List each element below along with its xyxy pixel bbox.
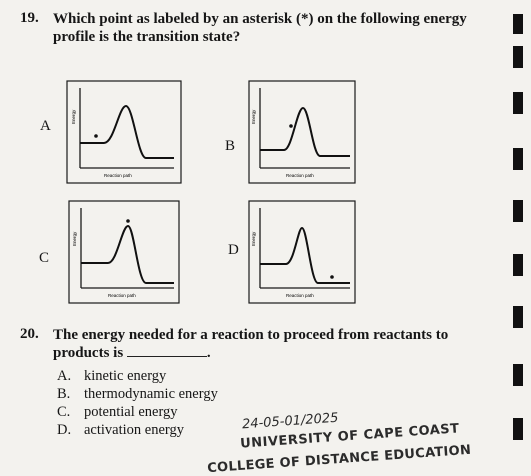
panel-a-letter: A xyxy=(40,118,51,134)
option-a-letter: A. xyxy=(57,368,72,384)
y-axis-label-d: Energy xyxy=(251,231,256,246)
x-axis-label-b: Reaction path xyxy=(286,173,314,178)
answer-blank xyxy=(126,344,207,357)
edge-mark xyxy=(513,254,523,276)
q20-text-line1: The energy needed for a reaction to proc… xyxy=(53,327,449,343)
energy-profile-d: Energy Reaction path xyxy=(246,198,358,306)
x-axis-label-c: Reaction path xyxy=(108,293,136,298)
option-c-text: potential energy xyxy=(84,404,178,420)
option-b-letter: B. xyxy=(57,386,71,402)
option-d-text: activation energy xyxy=(84,422,184,438)
energy-profile-b: Energy Reaction path xyxy=(246,78,358,186)
edge-mark xyxy=(513,148,523,170)
q19-number: 19. xyxy=(20,10,39,26)
energy-profile-c: Energy Reaction path xyxy=(66,198,182,306)
energy-profile-a: Energy Reaction path xyxy=(64,78,184,186)
panel-c-letter: C xyxy=(39,250,50,266)
edge-mark xyxy=(513,14,523,34)
x-axis-label-d: Reaction path xyxy=(286,293,314,298)
option-d-letter: D. xyxy=(57,422,72,438)
option-c-letter: C. xyxy=(57,404,71,420)
asterisk-point-b xyxy=(289,124,293,128)
asterisk-point-a xyxy=(94,134,98,138)
panel-d-letter: D xyxy=(228,242,239,258)
asterisk-point-d xyxy=(330,275,334,279)
edge-mark xyxy=(513,92,523,114)
option-b-text: thermodynamic energy xyxy=(84,386,218,402)
edge-mark xyxy=(513,46,523,68)
panel-b-letter: B xyxy=(225,138,236,154)
edge-mark xyxy=(513,364,523,386)
y-axis-label-c: Energy xyxy=(72,231,77,246)
edge-mark xyxy=(513,306,523,328)
q20-text-line2: products is . xyxy=(53,344,211,363)
scanner-edge-marks xyxy=(501,0,531,475)
q19-text-line1: Which point as labeled by an asterisk (*… xyxy=(53,11,467,27)
edge-mark xyxy=(513,418,523,440)
asterisk-point-c xyxy=(126,219,130,223)
x-axis-label-a: Reaction path xyxy=(104,173,132,178)
stamp-date: 24-05-01/2025 xyxy=(241,410,339,433)
q20-line2-prefix: products is xyxy=(53,345,124,361)
option-a-text: kinetic energy xyxy=(84,368,167,384)
edge-mark xyxy=(513,200,523,222)
q20-line2-suffix: . xyxy=(206,345,211,361)
q20-number: 20. xyxy=(20,326,39,342)
y-axis-label-a: Energy xyxy=(71,109,76,124)
q19-text-line2: profile is the transition state? xyxy=(53,29,241,45)
y-axis-label-b: Energy xyxy=(251,109,256,124)
